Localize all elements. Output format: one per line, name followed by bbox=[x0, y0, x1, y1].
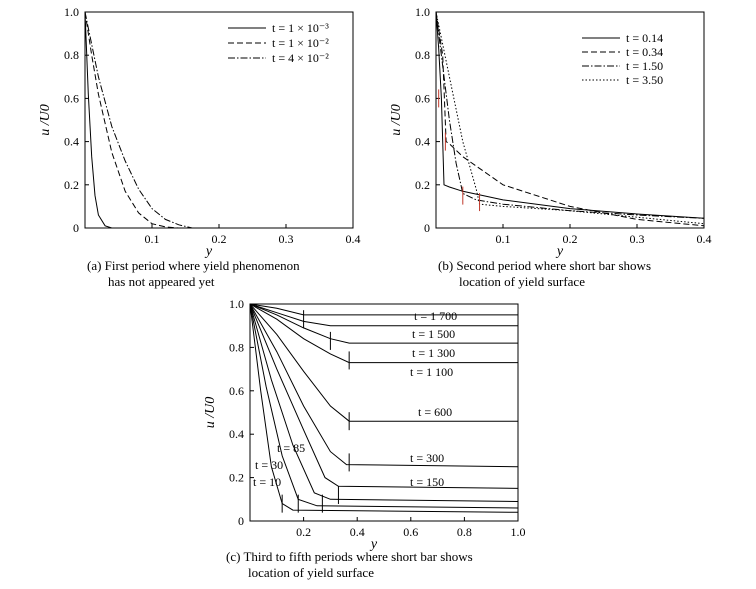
series-label: t = 1 700 bbox=[414, 309, 457, 323]
y-tick-label: 0.8 bbox=[64, 48, 79, 62]
x-tick-label: 0.2 bbox=[296, 525, 311, 539]
y-axis-label: u /U0 bbox=[38, 104, 53, 136]
x-axis-label: y bbox=[204, 244, 213, 259]
x-tick-label: 0.4 bbox=[346, 232, 361, 246]
caption-line-2: location of yield surface bbox=[248, 565, 374, 580]
series-line bbox=[250, 304, 518, 468]
panel-3: 0 0.2 0.4 0.6 0.8 1.0 0.2 0.4 0.6 0.8 1.0 y u /U0 t =… bbox=[203, 297, 526, 580]
series-line bbox=[250, 304, 518, 316]
y-tick-label: 0.2 bbox=[415, 178, 430, 192]
x-tick-label: 0.2 bbox=[212, 232, 227, 246]
y-axis-label: u /U0 bbox=[203, 397, 218, 429]
y-tick-label: 0.6 bbox=[64, 91, 79, 105]
series-line bbox=[250, 304, 518, 344]
series-line bbox=[436, 12, 704, 219]
y-tick-label: 0 bbox=[238, 514, 244, 528]
series-line bbox=[85, 12, 353, 228]
y-tick-label: 0.4 bbox=[415, 135, 430, 149]
x-tick-label: 0.2 bbox=[563, 232, 578, 246]
caption-line-1: (b) Second period where short bar shows bbox=[438, 258, 651, 273]
series-line bbox=[250, 304, 518, 502]
series-line bbox=[250, 304, 518, 513]
y-tick-label: 0.8 bbox=[229, 340, 244, 354]
x-tick-label: 1.0 bbox=[511, 525, 526, 539]
series-line bbox=[250, 304, 518, 422]
x-tick-label: 0.6 bbox=[403, 525, 418, 539]
legend-entry: t = 0.34 bbox=[626, 45, 663, 59]
y-tick-label: 0.8 bbox=[415, 48, 430, 62]
series-line bbox=[250, 304, 518, 509]
x-tick-label: 0.3 bbox=[279, 232, 294, 246]
x-tick-label: 0.8 bbox=[457, 525, 472, 539]
legend-entry: t = 1 × 10⁻³ bbox=[272, 21, 329, 35]
series-label: t = 1 500 bbox=[412, 327, 455, 341]
y-tick-label: 0.4 bbox=[229, 427, 244, 441]
x-axis-label: y bbox=[369, 537, 378, 552]
y-tick-label: 0.2 bbox=[64, 178, 79, 192]
y-tick-label: 0.6 bbox=[415, 91, 430, 105]
series-line bbox=[85, 12, 353, 228]
series-line bbox=[436, 12, 704, 225]
y-tick-label: 1.0 bbox=[415, 5, 430, 19]
y-tick-label: 0.4 bbox=[64, 135, 79, 149]
panel-2: 0 0.2 0.4 0.6 0.8 1.0 0.1 0.2 0.3 0.4 y u /U0 t = 0.… bbox=[389, 5, 712, 289]
y-tick-label: 1.0 bbox=[64, 5, 79, 19]
series-line bbox=[85, 12, 353, 228]
series-label: t = 10 bbox=[253, 475, 281, 489]
caption-line-2: has not appeared yet bbox=[108, 274, 215, 289]
series-label: t = 85 bbox=[277, 441, 305, 455]
plot-frame bbox=[249, 303, 519, 522]
x-tick-label: 0.3 bbox=[630, 232, 645, 246]
caption-line-1: (c) Third to fifth periods where short b… bbox=[226, 549, 473, 564]
series-label: t = 1 300 bbox=[412, 346, 455, 360]
legend-entry: t = 1 × 10⁻² bbox=[272, 36, 329, 50]
y-tick-label: 1.0 bbox=[229, 297, 244, 311]
plot-frame bbox=[435, 11, 705, 229]
series-line bbox=[436, 12, 704, 219]
legend-entry: t = 3.50 bbox=[626, 73, 663, 87]
series-label: t = 150 bbox=[410, 475, 444, 489]
x-tick-label: 0.4 bbox=[697, 232, 712, 246]
y-tick-label: 0 bbox=[424, 221, 430, 235]
y-tick-label: 0 bbox=[73, 221, 79, 235]
series-label: t = 600 bbox=[418, 405, 452, 419]
legend-entry: t = 0.14 bbox=[626, 31, 663, 45]
caption-line-1: (a) First period where yield phenomenon bbox=[87, 258, 300, 273]
x-tick-label: 0.1 bbox=[496, 232, 511, 246]
series-line bbox=[250, 304, 518, 364]
y-tick-label: 0.2 bbox=[229, 471, 244, 485]
series-line bbox=[250, 304, 518, 489]
series-label: t = 1 100 bbox=[410, 365, 453, 379]
legend-entry: t = 1.50 bbox=[626, 59, 663, 73]
caption-line-2: location of yield surface bbox=[459, 274, 585, 289]
panel-1: 0 0.2 0.4 0.6 0.8 1.0 0.1 0.2 0.3 0.4 y u /U0 t = 1 … bbox=[38, 5, 361, 289]
series-label: t = 300 bbox=[410, 451, 444, 465]
x-tick-label: 0.1 bbox=[145, 232, 160, 246]
y-axis-label: u /U0 bbox=[389, 104, 404, 136]
y-tick-label: 0.6 bbox=[229, 384, 244, 398]
series-label: t = 30 bbox=[255, 458, 283, 472]
x-tick-label: 0.4 bbox=[350, 525, 365, 539]
legend-entry: t = 4 × 10⁻² bbox=[272, 51, 329, 65]
x-axis-label: y bbox=[555, 244, 564, 259]
